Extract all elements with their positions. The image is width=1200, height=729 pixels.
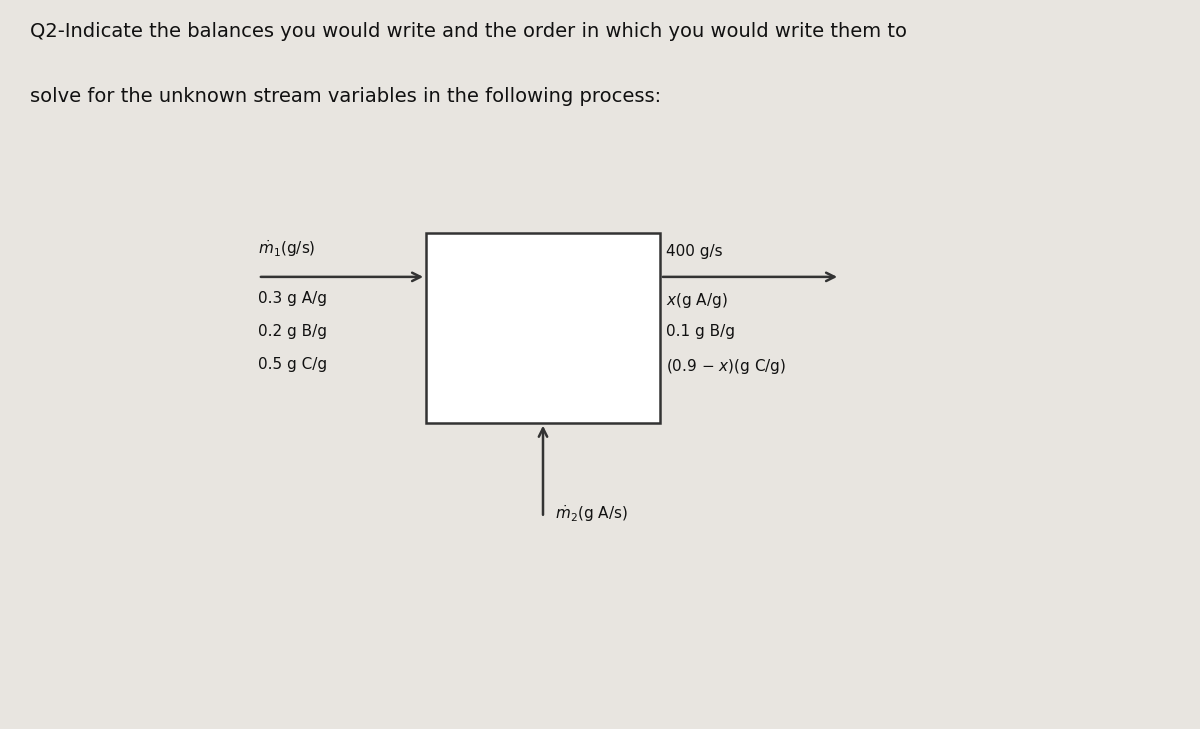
Text: 0.1 g B/g: 0.1 g B/g — [666, 324, 736, 339]
Text: 0.3 g A/g: 0.3 g A/g — [258, 292, 326, 306]
Text: Q2-Indicate the balances you would write and the order in which you would write : Q2-Indicate the balances you would write… — [30, 22, 907, 41]
Text: 0.5 g C/g: 0.5 g C/g — [258, 357, 328, 372]
Text: 400 g/s: 400 g/s — [666, 243, 722, 259]
Text: $\dot{m}_1$(g/s): $\dot{m}_1$(g/s) — [258, 238, 316, 259]
Bar — [426, 233, 660, 423]
Text: solve for the unknown stream variables in the following process:: solve for the unknown stream variables i… — [30, 87, 661, 106]
Text: 0.2 g B/g: 0.2 g B/g — [258, 324, 326, 339]
Text: $x$(g A/g): $x$(g A/g) — [666, 292, 727, 311]
Text: (0.9 − $x$)(g C/g): (0.9 − $x$)(g C/g) — [666, 357, 786, 376]
Text: $\dot{m}_2$(g A/s): $\dot{m}_2$(g A/s) — [554, 503, 628, 524]
